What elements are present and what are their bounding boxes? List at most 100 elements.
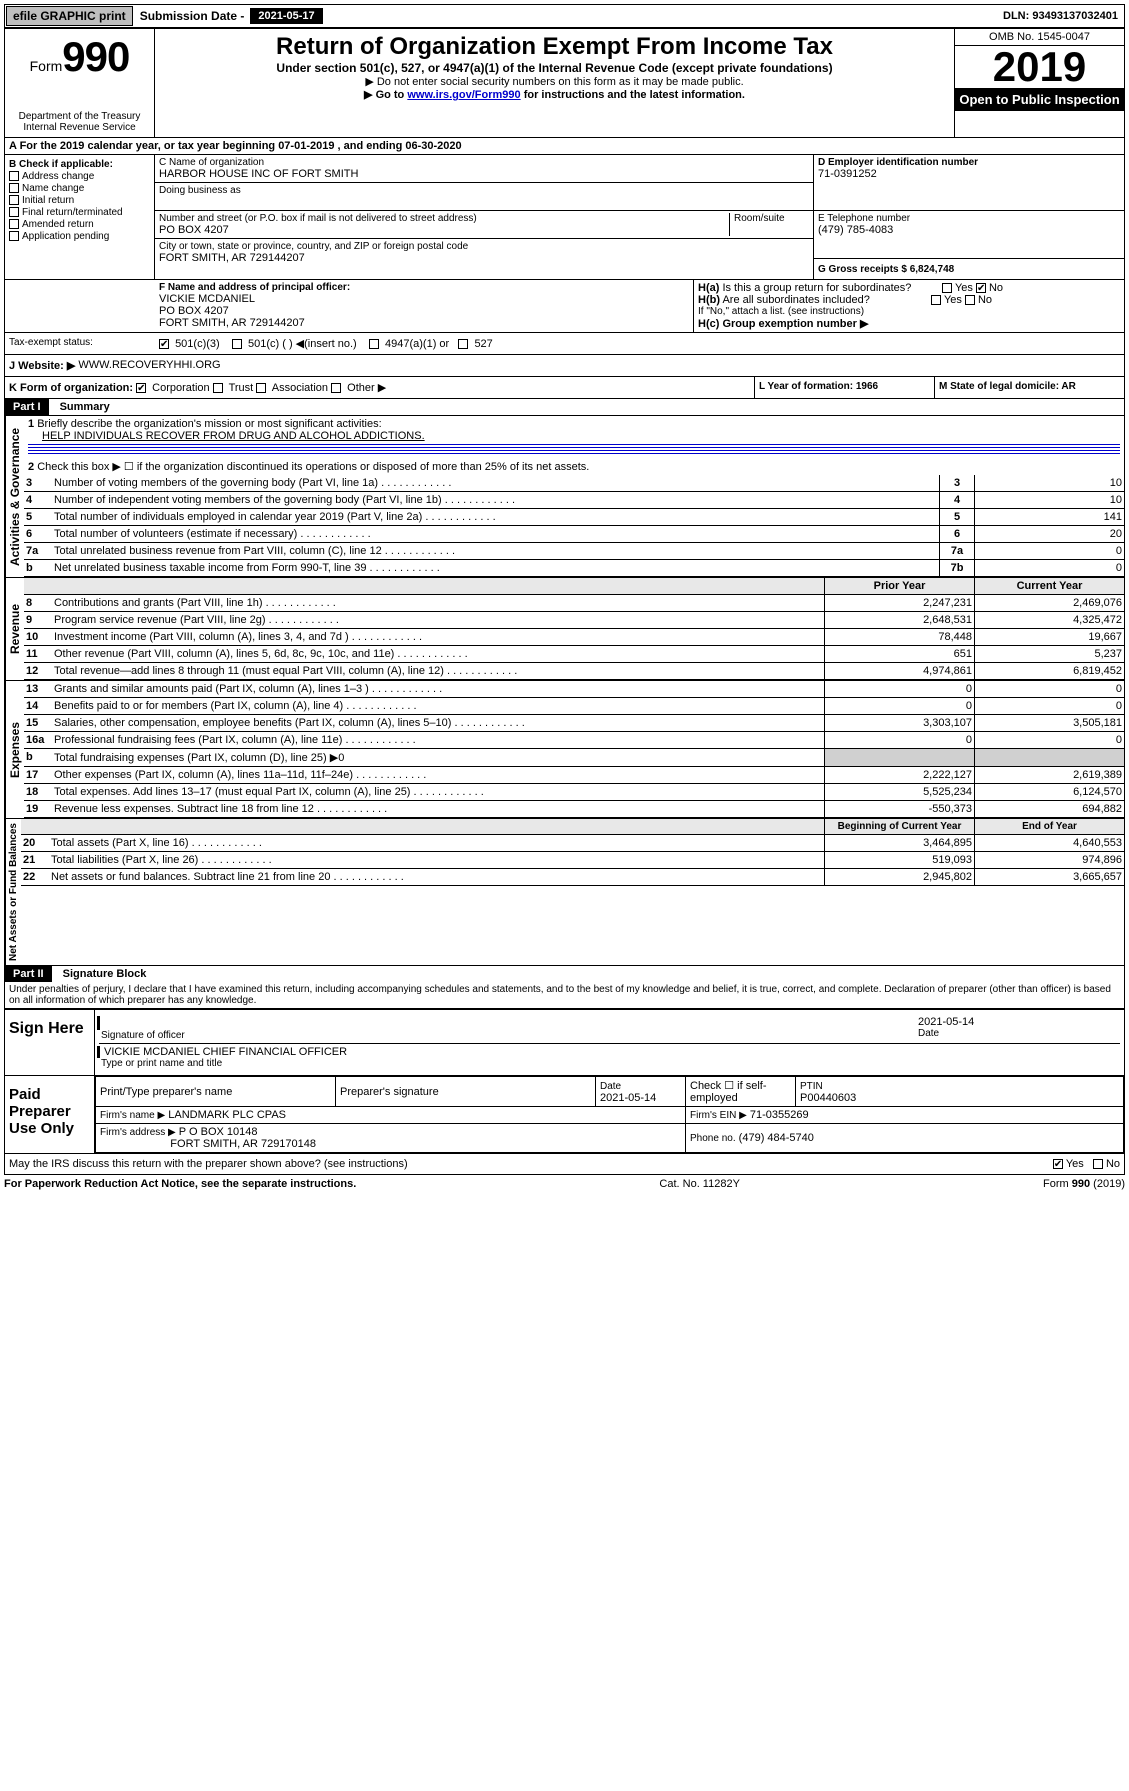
dept-treasury: Department of the Treasury bbox=[9, 111, 150, 122]
prior-val: 519,093 bbox=[824, 852, 974, 868]
tax-exempt-row: Tax-exempt status: 501(c)(3) 501(c) ( ) … bbox=[5, 333, 1124, 355]
submission-date: 2021-05-17 bbox=[250, 8, 322, 24]
chk-other[interactable] bbox=[331, 383, 341, 393]
current-val: 4,640,553 bbox=[974, 835, 1124, 851]
form-container: Form990 Department of the Treasury Inter… bbox=[4, 28, 1125, 1175]
hb-no[interactable] bbox=[965, 295, 975, 305]
checkbox-final[interactable] bbox=[9, 207, 19, 217]
section-c: C Name of organization HARBOR HOUSE INC … bbox=[155, 155, 814, 279]
line-text: Program service revenue (Part VIII, line… bbox=[52, 612, 824, 628]
line2-text: Check this box ▶ ☐ if the organization d… bbox=[37, 461, 589, 473]
current-val: 2,619,389 bbox=[974, 767, 1124, 783]
ha-label: H(a) bbox=[698, 282, 719, 294]
line2-num: 2 bbox=[28, 461, 34, 473]
checkbox-pending[interactable] bbox=[9, 231, 19, 241]
line-val: 0 bbox=[974, 560, 1124, 576]
line-box: 7a bbox=[939, 543, 974, 559]
form-subtitle: Under section 501(c), 527, or 4947(a)(1)… bbox=[159, 61, 950, 75]
section-b: B Check if applicable: Address change Na… bbox=[5, 155, 155, 279]
ha-yes[interactable] bbox=[942, 283, 952, 293]
prior-val: 2,648,531 bbox=[824, 612, 974, 628]
prior-val: 3,464,895 bbox=[824, 835, 974, 851]
footer-form: Form 990 (2019) bbox=[1043, 1178, 1125, 1190]
ssn-note: ▶ Do not enter social security numbers o… bbox=[159, 75, 950, 88]
state-domicile: M State of legal domicile: AR bbox=[934, 377, 1124, 398]
mission-text: HELP INDIVIDUALS RECOVER FROM DRUG AND A… bbox=[28, 430, 425, 442]
phone-label: E Telephone number bbox=[818, 213, 1120, 224]
chk-501c[interactable] bbox=[232, 339, 242, 349]
line-val: 141 bbox=[974, 509, 1124, 525]
prior-val: 2,222,127 bbox=[824, 767, 974, 783]
line-text: Total assets (Part X, line 16) bbox=[49, 835, 824, 851]
ha-no[interactable] bbox=[976, 283, 986, 293]
line-box: 5 bbox=[939, 509, 974, 525]
checkbox-amended[interactable] bbox=[9, 219, 19, 229]
perjury-text: Under penalties of perjury, I declare th… bbox=[5, 982, 1124, 1009]
room-suite: Room/suite bbox=[729, 213, 809, 236]
line-num: 4 bbox=[24, 492, 52, 508]
discuss-no[interactable] bbox=[1093, 1159, 1103, 1169]
org-city: FORT SMITH, AR 729144207 bbox=[159, 252, 809, 264]
current-val bbox=[974, 749, 1124, 766]
current-val: 6,819,452 bbox=[974, 663, 1124, 679]
header-middle: Return of Organization Exempt From Incom… bbox=[155, 29, 954, 137]
line-text: Grants and similar amounts paid (Part IX… bbox=[52, 681, 824, 697]
chk-corp[interactable] bbox=[136, 383, 146, 393]
current-val: 6,124,570 bbox=[974, 784, 1124, 800]
line-num: 12 bbox=[24, 663, 52, 679]
prior-val: 78,448 bbox=[824, 629, 974, 645]
hb-label: H(b) bbox=[698, 294, 720, 306]
prior-val: 3,303,107 bbox=[824, 715, 974, 731]
chk-527[interactable] bbox=[458, 339, 468, 349]
prep-ptin: P00440603 bbox=[800, 1092, 856, 1104]
part2-title: Signature Block bbox=[55, 968, 147, 980]
line-num: 3 bbox=[24, 475, 52, 491]
line-box: 3 bbox=[939, 475, 974, 491]
current-val: 5,237 bbox=[974, 646, 1124, 662]
checkbox-address[interactable] bbox=[9, 171, 19, 181]
paid-preparer-section: Paid Preparer Use Only Print/Type prepar… bbox=[5, 1075, 1124, 1153]
line-num: 15 bbox=[24, 715, 52, 731]
prep-h2: Preparer's signature bbox=[336, 1077, 596, 1107]
line-num: 18 bbox=[24, 784, 52, 800]
discuss-row: May the IRS discuss this return with the… bbox=[5, 1153, 1124, 1174]
line-val: 10 bbox=[974, 492, 1124, 508]
current-val: 3,665,657 bbox=[974, 869, 1124, 885]
preparer-table: Print/Type preparer's name Preparer's si… bbox=[95, 1076, 1124, 1153]
chk-assoc[interactable] bbox=[256, 383, 266, 393]
checkbox-initial[interactable] bbox=[9, 195, 19, 205]
chk-trust[interactable] bbox=[213, 383, 223, 393]
prior-val: 5,525,234 bbox=[824, 784, 974, 800]
line-num: 10 bbox=[24, 629, 52, 645]
form-title: Return of Organization Exempt From Incom… bbox=[159, 33, 950, 61]
section-f: F Name and address of principal officer:… bbox=[155, 280, 694, 332]
final-return: Final return/terminated bbox=[22, 207, 123, 218]
chk-4947[interactable] bbox=[369, 339, 379, 349]
form-number: 990 bbox=[62, 33, 129, 80]
form-prefix: Form bbox=[30, 58, 63, 74]
line-text: Other expenses (Part IX, column (A), lin… bbox=[52, 767, 824, 783]
amended-return: Amended return bbox=[22, 219, 94, 230]
chk-501c3[interactable] bbox=[159, 339, 169, 349]
phone-value: (479) 785-4083 bbox=[818, 224, 1120, 236]
hb-yes[interactable] bbox=[931, 295, 941, 305]
ein-label: D Employer identification number bbox=[818, 157, 1120, 168]
prior-val: 0 bbox=[824, 698, 974, 714]
discuss-yes[interactable] bbox=[1053, 1159, 1063, 1169]
form990-link[interactable]: www.irs.gov/Form990 bbox=[407, 89, 520, 101]
footer: For Paperwork Reduction Act Notice, see … bbox=[4, 1175, 1125, 1190]
current-val: 2,469,076 bbox=[974, 595, 1124, 611]
line-box: 7b bbox=[939, 560, 974, 576]
org-name-label: C Name of organization bbox=[159, 157, 809, 168]
line-text: Number of independent voting members of … bbox=[52, 492, 939, 508]
line-a-text: A For the 2019 calendar year, or tax yea… bbox=[9, 140, 462, 152]
line-val: 0 bbox=[974, 543, 1124, 559]
efile-button[interactable]: efile GRAPHIC print bbox=[6, 6, 133, 26]
part1-header: Part I Summary bbox=[5, 399, 1124, 416]
firm-name: LANDMARK PLC CPAS bbox=[168, 1109, 286, 1121]
checkbox-name[interactable] bbox=[9, 183, 19, 193]
header-left: Form990 Department of the Treasury Inter… bbox=[5, 29, 155, 137]
line-num: 16a bbox=[24, 732, 52, 748]
line1-num: 1 bbox=[28, 418, 34, 430]
goto-post: for instructions and the latest informat… bbox=[521, 89, 745, 101]
